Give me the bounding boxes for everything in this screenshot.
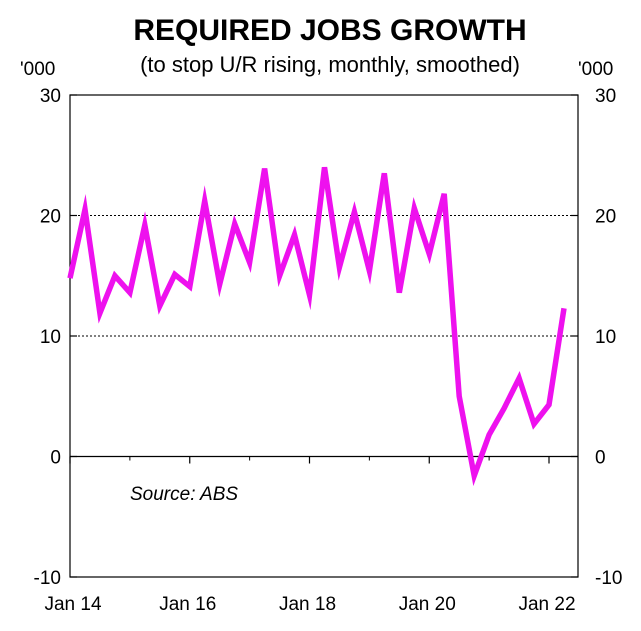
right-y-tick-label: 10 [595, 327, 616, 348]
left-y-tick-label: 20 [40, 207, 61, 228]
right-y-tick-label: 20 [595, 207, 616, 228]
left-y-tick-label: -10 [34, 568, 61, 589]
chart-title: REQUIRED JOBS GROWTH [133, 14, 526, 47]
series-line [67, 166, 567, 487]
source-annotation: Source: ABS [130, 484, 238, 505]
x-tick-label: Jan 20 [399, 594, 456, 615]
right-y-tick-label: 30 [595, 86, 616, 107]
left-axis-unit: '000 [20, 59, 55, 80]
x-tick-label: Jan 14 [44, 594, 101, 615]
right-y-tick-label: 0 [595, 448, 606, 469]
left-y-tick-label: 0 [50, 448, 61, 469]
x-tick-label: Jan 22 [518, 594, 575, 615]
x-tick-label: Jan 16 [159, 594, 216, 615]
left-y-tick-label: 10 [40, 327, 61, 348]
x-tick-label: Jan 18 [279, 594, 336, 615]
right-axis-unit: '000 [578, 59, 613, 80]
right-y-tick-label: -10 [595, 568, 622, 589]
chart-subtitle: (to stop U/R rising, monthly, smoothed) [140, 52, 520, 77]
left-y-tick-label: 30 [40, 86, 61, 107]
